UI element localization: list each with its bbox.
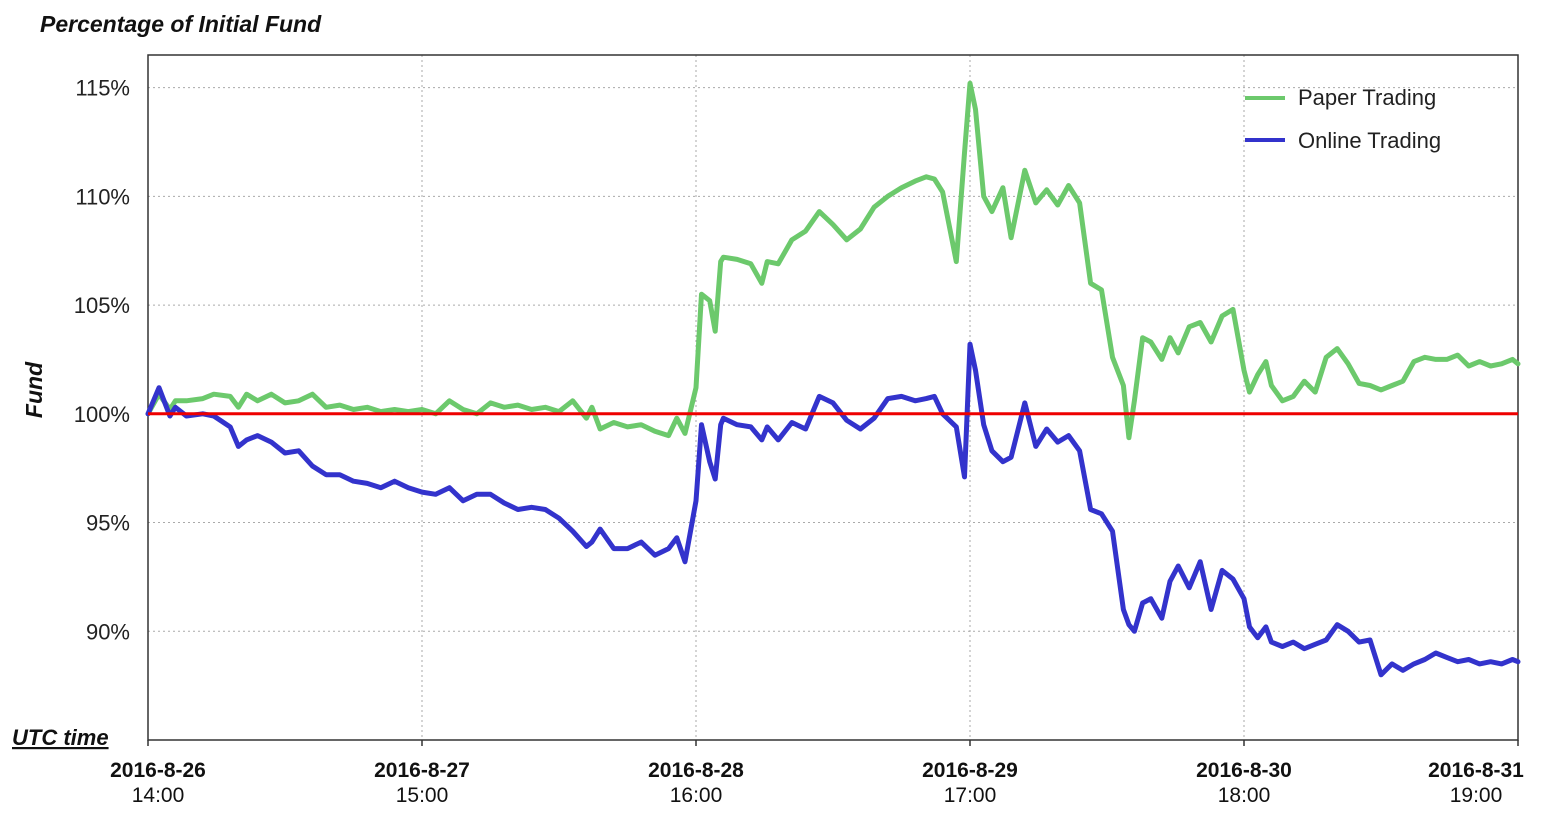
x-tick-time: 14:00 xyxy=(132,784,185,807)
x-tick-date: 2016-8-30 xyxy=(1196,759,1292,782)
legend-label-paper-trading: Paper Trading xyxy=(1298,85,1436,110)
y-tick-label: 110% xyxy=(75,184,130,209)
y-tick-label: 115% xyxy=(75,76,130,101)
x-axis-label: UTC time xyxy=(12,725,109,750)
y-tick-label: 105% xyxy=(74,293,130,318)
grid-lines xyxy=(148,55,1518,740)
series-line-online-trading xyxy=(145,341,1521,678)
x-tick-date: 2016-8-31 xyxy=(1428,759,1524,782)
legend: Paper Trading Online Trading xyxy=(1245,85,1441,153)
legend-label-online-trading: Online Trading xyxy=(1298,128,1441,153)
y-tick-label: 95% xyxy=(86,511,130,536)
plot-frame xyxy=(147,54,1519,741)
y-tick-label: 100% xyxy=(74,402,130,427)
x-tick-time: 15:00 xyxy=(396,784,449,807)
x-tick-time: 19:00 xyxy=(1450,784,1503,807)
x-tick-date: 2016-8-29 xyxy=(922,759,1018,782)
x-tick-time: 18:00 xyxy=(1218,784,1271,807)
x-tick-date: 2016-8-28 xyxy=(648,759,744,782)
x-tick-date: 2016-8-27 xyxy=(374,759,470,782)
x-tick-time: 17:00 xyxy=(944,784,997,807)
y-tick-label: 90% xyxy=(86,619,130,644)
x-tick-date: 2016-8-26 xyxy=(110,759,206,782)
series-lines xyxy=(145,80,1521,678)
chart-title: Percentage of Initial Fund xyxy=(40,11,322,37)
y-axis-label: Fund xyxy=(21,361,47,418)
x-tick-time: 16:00 xyxy=(670,784,723,807)
y-tick-labels: 90% 95% 100% 105% 110% 115% xyxy=(74,76,130,645)
series-line-paper-trading xyxy=(145,80,1521,441)
